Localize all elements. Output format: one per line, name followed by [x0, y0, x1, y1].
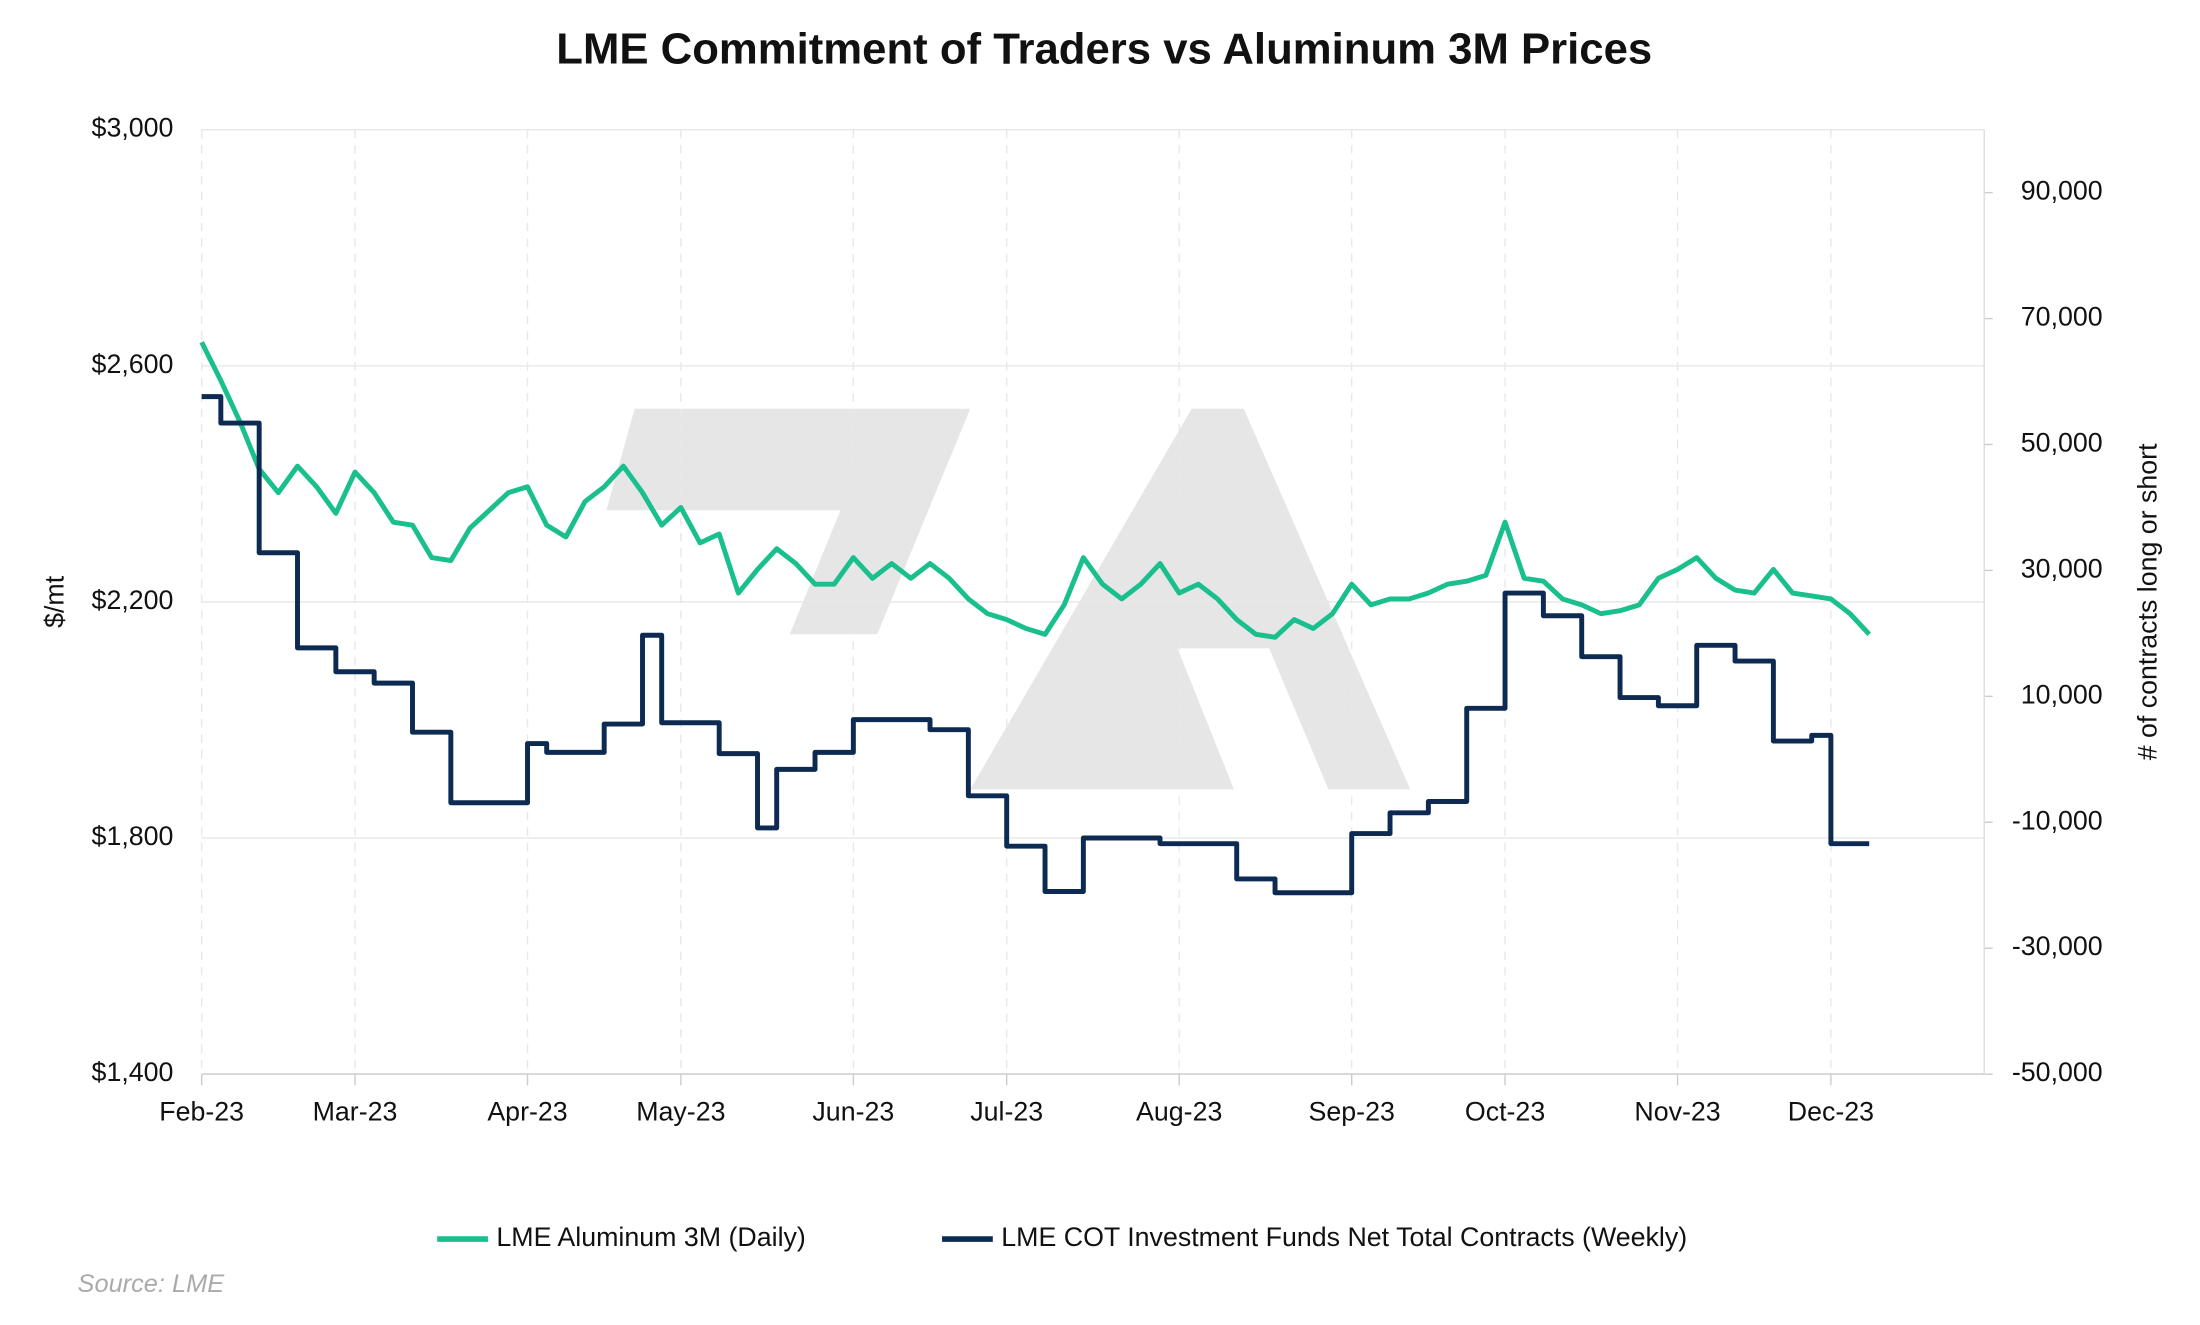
series-line — [201, 394, 1870, 896]
y2-axis-label: # of contracts long or short — [2132, 443, 2162, 760]
y-tick-label: $1,800 — [92, 821, 174, 851]
y2-tick-label: 70,000 — [2021, 302, 2103, 332]
x-tick-label: Apr-23 — [487, 1097, 567, 1127]
x-tick-label: Oct-23 — [1465, 1097, 1545, 1127]
series-line — [199, 341, 1872, 640]
chart-title: LME Commitment of Traders vs Aluminum 3M… — [556, 25, 1652, 74]
x-tick-label: Aug-23 — [1136, 1097, 1222, 1127]
y-tick-label: $2,600 — [92, 349, 174, 379]
y2-tick-label: 90,000 — [2021, 176, 2103, 206]
y-tick-label: $1,400 — [92, 1057, 174, 1087]
legend-label: LME Aluminum 3M (Daily) — [496, 1222, 805, 1252]
x-tick-label: May-23 — [636, 1097, 725, 1127]
y-tick-label: $3,000 — [92, 113, 174, 143]
y2-tick-label: 10,000 — [2021, 679, 2103, 709]
x-tick-label: Dec-23 — [1788, 1097, 1874, 1127]
y2-tick-label: 50,000 — [2021, 428, 2103, 458]
legend-label: LME COT Investment Funds Net Total Contr… — [1001, 1222, 1687, 1252]
y-axis-label: $/mt — [39, 575, 69, 628]
y2-tick-label: 30,000 — [2021, 553, 2103, 583]
y2-tick-label: -50,000 — [2012, 1057, 2103, 1087]
x-tick-label: Nov-23 — [1634, 1097, 1720, 1127]
y2-tick-label: -30,000 — [2012, 931, 2103, 961]
y-tick-label: $2,200 — [92, 585, 174, 615]
watermark-seven — [606, 408, 971, 635]
y2-tick-label: -10,000 — [2012, 805, 2103, 835]
x-tick-label: Feb-23 — [159, 1097, 244, 1127]
x-tick-label: Mar-23 — [313, 1097, 398, 1127]
x-tick-label: Sep-23 — [1309, 1097, 1395, 1127]
x-tick-label: Jul-23 — [970, 1097, 1043, 1127]
watermark-a — [970, 408, 1411, 790]
source: Source: LME — [78, 1270, 226, 1298]
x-tick-label: Jun-23 — [812, 1097, 894, 1127]
watermark — [606, 408, 1411, 790]
